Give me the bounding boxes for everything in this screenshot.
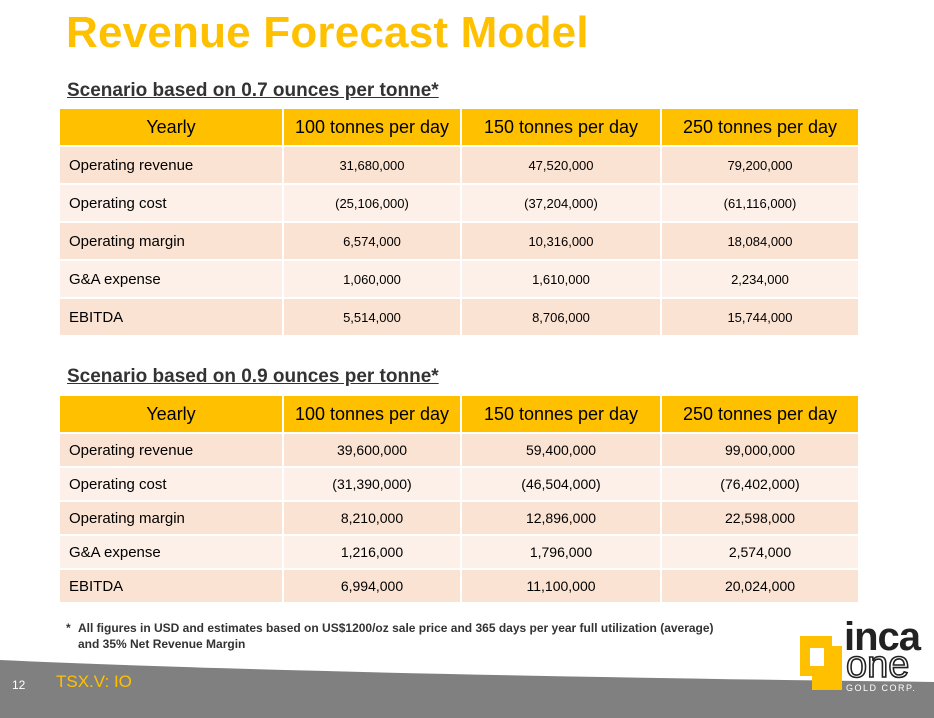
row-label: EBITDA — [60, 299, 282, 335]
cell-value: 99,000,000 — [662, 434, 858, 466]
scenario-2-heading: Scenario based on 0.9 ounces per tonne* — [67, 366, 439, 387]
row-label: Operating margin — [60, 223, 282, 259]
logo-gold-corp: GOLD CORP. — [846, 683, 917, 693]
header-100tpd: 100 tonnes per day — [284, 396, 460, 432]
cell-value: 2,574,000 — [662, 536, 858, 568]
cell-value: 8,706,000 — [462, 299, 660, 335]
table-row: G&A expense 1,216,000 1,796,000 2,574,00… — [60, 536, 858, 568]
cell-value: (46,504,000) — [462, 468, 660, 500]
cell-value: (76,402,000) — [662, 468, 858, 500]
cell-value: 59,400,000 — [462, 434, 660, 466]
footnote-line-1: All figures in USD and estimates based o… — [78, 621, 714, 635]
page-number: 12 — [12, 678, 26, 692]
scenario-1-heading: Scenario based on 0.7 ounces per tonne* — [67, 80, 439, 101]
logo-word-one: one — [845, 644, 910, 686]
header-250tpd: 250 tonnes per day — [662, 396, 858, 432]
cell-value: 18,084,000 — [662, 223, 858, 259]
row-label: EBITDA — [60, 570, 282, 602]
cell-value: 2,234,000 — [662, 261, 858, 297]
cell-value: (31,390,000) — [284, 468, 460, 500]
header-yearly: Yearly — [60, 109, 282, 145]
table-row: Operating cost (25,106,000) (37,204,000)… — [60, 185, 858, 221]
cell-value: 8,210,000 — [284, 502, 460, 534]
cell-value: 1,060,000 — [284, 261, 460, 297]
scenario-2-table: Yearly 100 tonnes per day 150 tonnes per… — [58, 394, 860, 604]
header-250tpd: 250 tonnes per day — [662, 109, 858, 145]
cell-value: 12,896,000 — [462, 502, 660, 534]
row-label: Operating revenue — [60, 147, 282, 183]
header-150tpd: 150 tonnes per day — [462, 396, 660, 432]
table-row: Operating margin 6,574,000 10,316,000 18… — [60, 223, 858, 259]
table-header-row: Yearly 100 tonnes per day 150 tonnes per… — [60, 109, 858, 145]
cell-value: 1,610,000 — [462, 261, 660, 297]
cell-value: 39,600,000 — [284, 434, 460, 466]
page-title: Revenue Forecast Model — [66, 8, 589, 57]
cell-value: 31,680,000 — [284, 147, 460, 183]
cell-value: 1,216,000 — [284, 536, 460, 568]
row-label: Operating cost — [60, 468, 282, 500]
table-row: EBITDA 6,994,000 11,100,000 20,024,000 — [60, 570, 858, 602]
cell-value: (61,116,000) — [662, 185, 858, 221]
table-row: G&A expense 1,060,000 1,610,000 2,234,00… — [60, 261, 858, 297]
ticker-symbol: TSX.V: IO — [56, 672, 132, 691]
table-header-row: Yearly 100 tonnes per day 150 tonnes per… — [60, 396, 858, 432]
inca-one-logo-mark — [800, 636, 842, 690]
cell-value: 6,574,000 — [284, 223, 460, 259]
footnote-line-2: and 35% Net Revenue Margin — [78, 637, 246, 651]
cell-value: 10,316,000 — [462, 223, 660, 259]
cell-value: 6,994,000 — [284, 570, 460, 602]
cell-value: 22,598,000 — [662, 502, 858, 534]
cell-value: 15,744,000 — [662, 299, 858, 335]
row-label: Operating revenue — [60, 434, 282, 466]
row-label: G&A expense — [60, 536, 282, 568]
table-row: Operating margin 8,210,000 12,896,000 22… — [60, 502, 858, 534]
row-label: Operating margin — [60, 502, 282, 534]
footnote: * All figures in USD and estimates based … — [66, 620, 806, 652]
footer-swoosh — [0, 660, 934, 718]
scenario-1-table: Yearly 100 tonnes per day 150 tonnes per… — [58, 107, 860, 337]
cell-value: 47,520,000 — [462, 147, 660, 183]
footnote-star: * — [66, 621, 71, 635]
logo-word-inca: inca — [844, 615, 921, 659]
cell-value: 1,796,000 — [462, 536, 660, 568]
cell-value: 79,200,000 — [662, 147, 858, 183]
cell-value: 5,514,000 — [284, 299, 460, 335]
cell-value: 20,024,000 — [662, 570, 858, 602]
header-yearly: Yearly — [60, 396, 282, 432]
header-150tpd: 150 tonnes per day — [462, 109, 660, 145]
header-100tpd: 100 tonnes per day — [284, 109, 460, 145]
table-row: Operating cost (31,390,000) (46,504,000)… — [60, 468, 858, 500]
table-row: EBITDA 5,514,000 8,706,000 15,744,000 — [60, 299, 858, 335]
row-label: G&A expense — [60, 261, 282, 297]
table-row: Operating revenue 31,680,000 47,520,000 … — [60, 147, 858, 183]
row-label: Operating cost — [60, 185, 282, 221]
cell-value: (25,106,000) — [284, 185, 460, 221]
cell-value: 11,100,000 — [462, 570, 660, 602]
cell-value: (37,204,000) — [462, 185, 660, 221]
table-row: Operating revenue 39,600,000 59,400,000 … — [60, 434, 858, 466]
